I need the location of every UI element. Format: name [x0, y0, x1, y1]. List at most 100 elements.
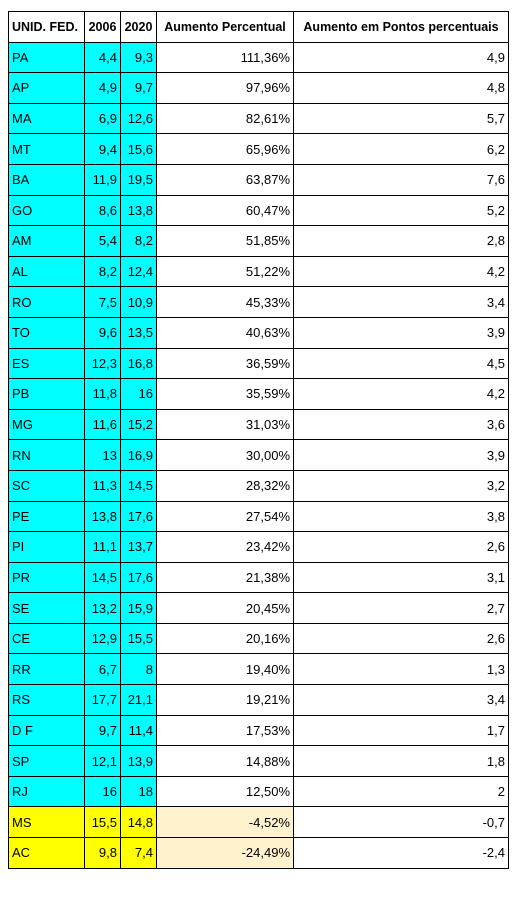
- table-row: MT 9,4 15,6 65,96% 6,2: [8, 133, 509, 165]
- cell-aumento-pontos: 1,7: [293, 714, 509, 747]
- cell-aumento-percentual: 27,54%: [156, 500, 294, 533]
- cell-2006: 16: [84, 775, 121, 808]
- cell-aumento-pontos: 7,6: [293, 163, 509, 196]
- cell-aumento-pontos: 4,2: [293, 378, 509, 410]
- cell-aumento-pontos: 4,2: [293, 255, 509, 288]
- cell-2020: 17,6: [120, 561, 157, 594]
- cell-aumento-percentual: -4,52%: [156, 806, 294, 839]
- table-row: TO 9,6 13,5 40,63% 3,9: [8, 316, 509, 349]
- cell-uf: RS: [8, 684, 85, 716]
- cell-aumento-percentual: 30,00%: [156, 439, 294, 471]
- cell-uf: MS: [8, 806, 85, 839]
- cell-2020: 12,6: [120, 102, 157, 135]
- cell-aumento-percentual: 20,45%: [156, 592, 294, 624]
- cell-2006: 4,9: [84, 72, 121, 104]
- table-row: RN 13 16,9 30,00% 3,9: [8, 439, 509, 471]
- cell-aumento-pontos: 1,8: [293, 745, 509, 777]
- cell-2020: 15,2: [120, 408, 157, 441]
- cell-uf: RN: [8, 439, 85, 471]
- cell-aumento-pontos: 2,6: [293, 622, 509, 655]
- cell-uf: AP: [8, 72, 85, 104]
- cell-2020: 9,7: [120, 72, 157, 104]
- cell-2020: 7,4: [120, 837, 157, 869]
- cell-uf: PA: [8, 41, 85, 74]
- cell-aumento-pontos: -0,7: [293, 806, 509, 839]
- cell-aumento-percentual: 21,38%: [156, 561, 294, 594]
- cell-2006: 15,5: [84, 806, 121, 839]
- table-row: PE 13,8 17,6 27,54% 3,8: [8, 500, 509, 533]
- cell-2020: 13,9: [120, 745, 157, 777]
- cell-aumento-percentual: 51,22%: [156, 255, 294, 288]
- cell-2020: 13,7: [120, 531, 157, 563]
- cell-2020: 13,8: [120, 194, 157, 227]
- cell-uf: PE: [8, 500, 85, 533]
- table-row: PR 14,5 17,6 21,38% 3,1: [8, 561, 509, 594]
- cell-2020: 9,3: [120, 41, 157, 74]
- cell-aumento-pontos: 2,6: [293, 531, 509, 563]
- cell-2006: 8,2: [84, 255, 121, 288]
- cell-2020: 15,6: [120, 133, 157, 165]
- cell-2020: 16: [120, 378, 157, 410]
- cell-uf: MT: [8, 133, 85, 165]
- table-row: MG 11,6 15,2 31,03% 3,6: [8, 408, 509, 441]
- header-aumento-pontos: Aumento em Pontos percentuais: [293, 11, 509, 43]
- cell-uf: RR: [8, 653, 85, 686]
- table-row: AM 5,4 8,2 51,85% 2,8: [8, 225, 509, 257]
- table-row: ES 12,3 16,8 36,59% 4,5: [8, 347, 509, 380]
- table-row: D F 9,7 11,4 17,53% 1,7: [8, 714, 509, 747]
- cell-2020: 16,8: [120, 347, 157, 380]
- cell-aumento-pontos: 5,7: [293, 102, 509, 135]
- cell-aumento-percentual: 14,88%: [156, 745, 294, 777]
- cell-2006: 12,9: [84, 622, 121, 655]
- cell-uf: AL: [8, 255, 85, 288]
- cell-aumento-pontos: 3,4: [293, 684, 509, 716]
- cell-2006: 7,5: [84, 286, 121, 318]
- cell-2006: 5,4: [84, 225, 121, 257]
- cell-2020: 15,9: [120, 592, 157, 624]
- cell-uf: SC: [8, 469, 85, 502]
- cell-uf: PR: [8, 561, 85, 594]
- table-row: SP 12,1 13,9 14,88% 1,8: [8, 745, 509, 777]
- cell-2020: 14,5: [120, 469, 157, 502]
- table-row: BA 11,9 19,5 63,87% 7,6: [8, 163, 509, 196]
- cell-uf: RJ: [8, 775, 85, 808]
- cell-uf: D F: [8, 714, 85, 747]
- header-aumento-percentual: Aumento Percentual: [156, 11, 294, 43]
- cell-2006: 6,7: [84, 653, 121, 686]
- header-2006: 2006: [84, 11, 121, 43]
- cell-2006: 9,4: [84, 133, 121, 165]
- cell-2006: 13: [84, 439, 121, 471]
- cell-uf: PB: [8, 378, 85, 410]
- cell-aumento-percentual: 111,36%: [156, 41, 294, 74]
- cell-aumento-percentual: 23,42%: [156, 531, 294, 563]
- cell-aumento-percentual: 45,33%: [156, 286, 294, 318]
- cell-2020: 17,6: [120, 500, 157, 533]
- cell-2006: 11,3: [84, 469, 121, 502]
- cell-uf: ES: [8, 347, 85, 380]
- cell-uf: AM: [8, 225, 85, 257]
- cell-aumento-pontos: 3,2: [293, 469, 509, 502]
- cell-2006: 17,7: [84, 684, 121, 716]
- cell-aumento-pontos: 4,8: [293, 72, 509, 104]
- cell-aumento-percentual: 35,59%: [156, 378, 294, 410]
- cell-aumento-percentual: 82,61%: [156, 102, 294, 135]
- cell-2020: 18: [120, 775, 157, 808]
- table-row: SE 13,2 15,9 20,45% 2,7: [8, 592, 509, 624]
- cell-2006: 9,8: [84, 837, 121, 869]
- cell-2006: 13,2: [84, 592, 121, 624]
- cell-aumento-percentual: 12,50%: [156, 775, 294, 808]
- cell-2006: 11,8: [84, 378, 121, 410]
- cell-uf: PI: [8, 531, 85, 563]
- cell-aumento-percentual: 51,85%: [156, 225, 294, 257]
- cell-aumento-percentual: 97,96%: [156, 72, 294, 104]
- cell-2020: 12,4: [120, 255, 157, 288]
- cell-aumento-pontos: 6,2: [293, 133, 509, 165]
- cell-aumento-percentual: 17,53%: [156, 714, 294, 747]
- cell-aumento-pontos: 2,8: [293, 225, 509, 257]
- table-row: PA 4,4 9,3 111,36% 4,9: [8, 41, 509, 74]
- table-row: RS 17,7 21,1 19,21% 3,4: [8, 684, 509, 716]
- table-row: AP 4,9 9,7 97,96% 4,8: [8, 72, 509, 104]
- cell-2020: 19,5: [120, 163, 157, 196]
- cell-uf: SE: [8, 592, 85, 624]
- cell-aumento-percentual: -24,49%: [156, 837, 294, 869]
